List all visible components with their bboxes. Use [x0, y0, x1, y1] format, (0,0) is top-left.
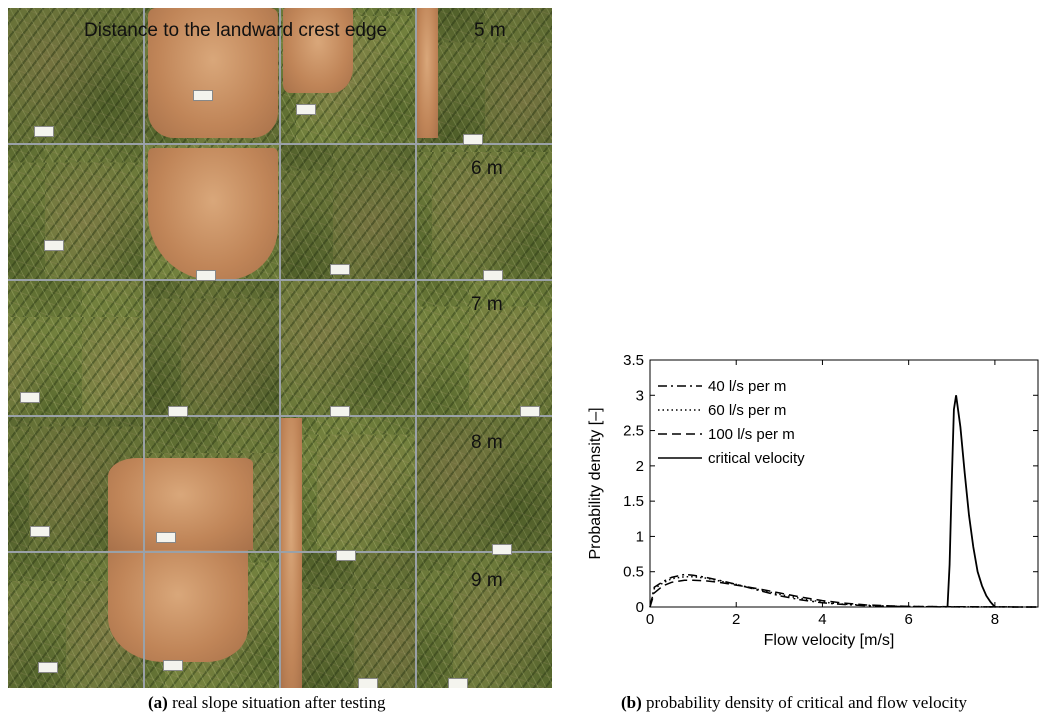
y-tick-label: 3.5: [623, 352, 644, 369]
marker-tag: [38, 662, 58, 673]
marker-tag: [20, 392, 40, 403]
eroded-soil-patch: [280, 418, 302, 688]
slope-photo-mosaic: Distance to the landward crest edge 5 m …: [8, 8, 552, 688]
legend-entry-0: 40 l/s per m: [708, 378, 786, 395]
grid-seam: [143, 8, 145, 688]
marker-tag: [463, 134, 483, 145]
caption-a-tag: (a): [148, 693, 168, 712]
chart-axes: 0 2 4 6 8 0 0.5 1 1.5 2 2.5 3 3.5 Flow velocity [m/s]…: [587, 352, 1039, 649]
photo-tile: [416, 144, 552, 280]
marker-tag: [358, 678, 378, 688]
series-line-3: [946, 395, 996, 608]
caption-a: (a) real slope situation after testing: [148, 693, 385, 713]
eroded-soil-patch: [108, 458, 253, 550]
x-tick-label: 0: [646, 611, 654, 628]
photo-tile: [280, 416, 416, 552]
photo-tile: [280, 280, 416, 416]
photo-tile: [280, 144, 416, 280]
marker-tag: [44, 240, 64, 251]
marker-tag: [196, 270, 216, 281]
marker-tag: [193, 90, 213, 101]
photo-tile: [416, 552, 552, 688]
distance-label-8m: 8 m: [471, 432, 503, 453]
marker-tag: [34, 126, 54, 137]
marker-tag: [448, 678, 468, 688]
landward-crest-title: Distance to the landward crest edge: [84, 20, 388, 41]
legend-entry-2: 100 l/s per m: [708, 426, 795, 443]
eroded-soil-patch: [283, 8, 353, 93]
distance-label-6m: 6 m: [471, 158, 503, 179]
legend-entry-1: 60 l/s per m: [708, 402, 786, 419]
eroded-soil-patch: [416, 8, 438, 138]
y-tick-label: 0.5: [623, 564, 644, 581]
x-tick-label: 8: [991, 611, 999, 628]
grid-seam: [415, 8, 417, 688]
marker-tag: [163, 660, 183, 671]
grid-seam: [279, 8, 281, 688]
caption-b-text: probability density of critical and flow…: [646, 693, 968, 712]
grid-seam: [8, 279, 552, 281]
velocity-density-chart: 0 2 4 6 8 0 0.5 1 1.5 2 2.5 3 3.5 Flow velocity [m/s]…: [587, 352, 1039, 649]
marker-tag: [168, 406, 188, 417]
distance-label-9m: 9 m: [471, 570, 503, 591]
marker-tag: [520, 406, 540, 417]
distance-label-7m: 7 m: [471, 294, 503, 315]
series-line-2: [649, 579, 1039, 608]
marker-tag: [483, 270, 503, 281]
x-tick-label: 4: [818, 611, 826, 628]
eroded-soil-patch: [148, 8, 278, 138]
x-tick-label: 2: [732, 611, 740, 628]
marker-tag: [30, 526, 50, 537]
marker-tag: [330, 406, 350, 417]
x-tick-label: 6: [904, 611, 912, 628]
photo-tile: [416, 8, 552, 144]
y-tick-label: 3: [636, 387, 644, 404]
y-tick-label: 1.5: [623, 493, 644, 510]
chart-series: [649, 395, 1039, 608]
grid-seam: [8, 143, 552, 145]
legend-entry-3: critical velocity: [708, 450, 805, 467]
photo-tile: [416, 416, 552, 552]
photo-tile: [280, 552, 416, 688]
y-tick-label: 1: [636, 528, 644, 545]
x-axis-label: Flow velocity [m/s]: [764, 632, 895, 649]
photo-tile: [8, 144, 144, 280]
photo-tile: [144, 280, 280, 416]
grid-seam: [8, 551, 552, 553]
caption-b: (b) probability density of critical and …: [621, 693, 967, 713]
chart-legend: 40 l/s per m 60 l/s per m 100 l/s per m cri…: [658, 378, 805, 467]
y-tick-label: 2: [636, 458, 644, 475]
marker-tag: [156, 532, 176, 543]
photo-tile: [416, 280, 552, 416]
series-line-0: [649, 573, 1039, 608]
y-tick-label: 0: [636, 599, 644, 616]
caption-a-text: real slope situation after testing: [172, 693, 386, 712]
marker-tag: [330, 264, 350, 275]
caption-b-tag: (b): [621, 693, 642, 712]
photo-tile: [8, 8, 144, 144]
marker-tag: [296, 104, 316, 115]
y-tick-label: 2.5: [623, 423, 644, 440]
distance-label-5m: 5 m: [474, 20, 506, 41]
grid-seam: [8, 415, 552, 417]
eroded-soil-patch: [108, 550, 248, 662]
marker-tag: [492, 544, 512, 555]
plot-frame: [649, 359, 1039, 608]
marker-tag: [336, 550, 356, 561]
y-axis-label: Probability density [–]: [587, 407, 604, 559]
eroded-soil-patch: [148, 148, 278, 280]
